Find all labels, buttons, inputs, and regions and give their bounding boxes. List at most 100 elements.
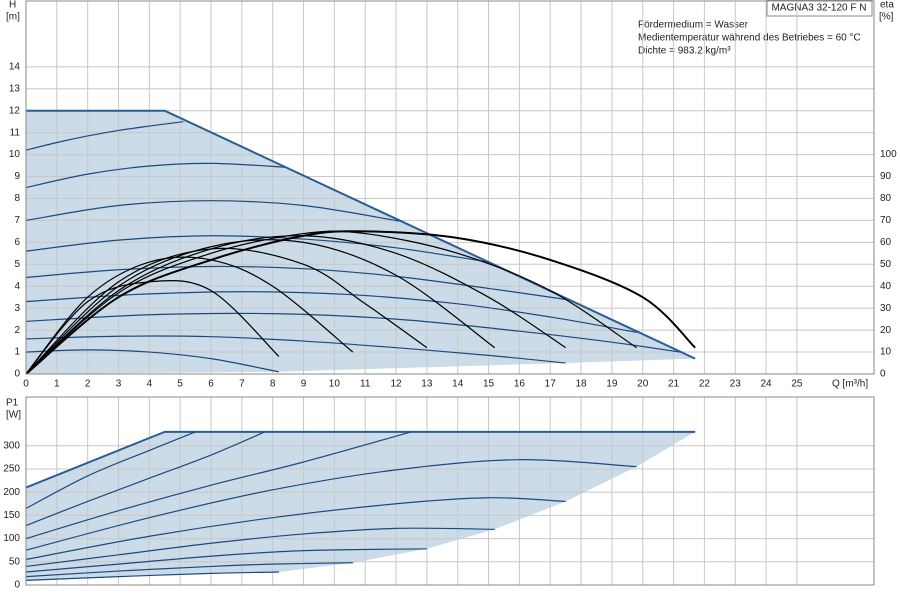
y-tick-label: 100 bbox=[3, 533, 20, 544]
y2-tick-label: 60 bbox=[880, 237, 892, 248]
performance-curve bbox=[25, 291, 637, 333]
y-tick-label: 150 bbox=[3, 510, 20, 521]
y-tick-label: 4 bbox=[14, 281, 20, 292]
y-tick-label: 14 bbox=[9, 61, 21, 72]
performance-curve bbox=[25, 430, 696, 489]
performance-curve bbox=[25, 548, 427, 573]
performance-curve bbox=[25, 200, 400, 222]
y-tick-label: 0 bbox=[14, 580, 20, 591]
x-tick-label: 25 bbox=[791, 379, 803, 390]
x-tick-label: 4 bbox=[147, 379, 153, 390]
y-tick-label: 11 bbox=[10, 127, 21, 138]
efficiency-curve bbox=[25, 247, 428, 375]
x-tick-label: 16 bbox=[514, 379, 526, 390]
x-tick-label: 17 bbox=[545, 379, 557, 390]
y2-tick-label: 100 bbox=[880, 149, 897, 160]
y2-tick-label: 80 bbox=[880, 193, 892, 204]
y-tick-label: 7 bbox=[14, 215, 20, 226]
y2-tick-label: 70 bbox=[880, 215, 892, 226]
efficiency-curve bbox=[25, 235, 566, 375]
y2-tick-label: 30 bbox=[880, 303, 892, 314]
performance-curve bbox=[25, 349, 279, 373]
x-tick-label: 11 bbox=[360, 379, 371, 390]
x-tick-label: 0 bbox=[23, 379, 29, 390]
x-tick-label: 24 bbox=[761, 379, 773, 390]
performance-curve bbox=[25, 527, 495, 568]
efficiency-curve bbox=[25, 230, 696, 375]
performance-curve bbox=[25, 562, 353, 578]
y-tick-label: 250 bbox=[3, 464, 20, 475]
efficiency-curve bbox=[25, 256, 354, 375]
x-tick-label: 21 bbox=[668, 379, 680, 390]
x-tick-label: 13 bbox=[421, 379, 433, 390]
performance-curve bbox=[25, 497, 566, 561]
x-tick-label: 1 bbox=[54, 379, 60, 390]
y-tick-label: 8 bbox=[14, 193, 20, 204]
title-box bbox=[766, 0, 873, 17]
y-tick-label: 200 bbox=[3, 487, 20, 498]
performance-curve bbox=[25, 121, 184, 151]
performance-curve bbox=[25, 431, 266, 527]
y2-axis-label: eta bbox=[880, 0, 894, 11]
y2-tick-label: 40 bbox=[880, 281, 892, 292]
y2-tick-label: 10 bbox=[880, 347, 892, 358]
performance-curve bbox=[25, 335, 566, 364]
y-axis-label: P1 bbox=[6, 398, 19, 409]
y2-axis-unit: [%] bbox=[879, 12, 894, 23]
y-tick-label: 12 bbox=[9, 105, 21, 116]
y2-tick-label: 20 bbox=[880, 325, 892, 336]
y2-tick-label: 0 bbox=[880, 369, 886, 380]
performance-curve bbox=[25, 431, 412, 540]
y2-tick-label: 50 bbox=[880, 259, 892, 270]
y-tick-label: 0 bbox=[14, 369, 20, 380]
y-tick-label: 13 bbox=[9, 83, 21, 94]
x-tick-label: 2 bbox=[85, 379, 91, 390]
x-tick-label: 19 bbox=[606, 379, 618, 390]
x-tick-label: 5 bbox=[177, 379, 183, 390]
x-tick-label: 20 bbox=[637, 379, 649, 390]
performance-curve bbox=[25, 162, 286, 189]
x-tick-label: 15 bbox=[483, 379, 495, 390]
x-tick-label: 7 bbox=[239, 379, 245, 390]
y-tick-label: 50 bbox=[9, 556, 21, 567]
annotation: Fördermedium = Wasser bbox=[638, 20, 749, 31]
performance-curve bbox=[25, 265, 566, 300]
efficiency-curve bbox=[25, 279, 280, 375]
x-tick-label: 18 bbox=[575, 379, 587, 390]
y-tick-label: 2 bbox=[14, 325, 20, 336]
performance-curve bbox=[25, 571, 279, 581]
x-tick-label: 9 bbox=[301, 379, 307, 390]
performance-curve bbox=[25, 431, 196, 509]
efficiency-curve bbox=[25, 239, 496, 375]
x-tick-label: 23 bbox=[730, 379, 742, 390]
y-tick-label: 3 bbox=[14, 303, 20, 314]
y-tick-label: 300 bbox=[3, 440, 20, 451]
efficiency-curve bbox=[25, 230, 637, 375]
y-tick-label: 9 bbox=[14, 171, 20, 182]
x-axis-label: Q [m³/h] bbox=[832, 379, 868, 390]
performance-curve bbox=[25, 459, 637, 551]
top-panel-frame bbox=[25, 0, 875, 375]
x-tick-label: 8 bbox=[270, 379, 276, 390]
x-tick-label: 12 bbox=[390, 379, 402, 390]
y-axis-unit: [m] bbox=[6, 12, 20, 23]
annotation: Dichte = 983.2 kg/m³ bbox=[638, 46, 731, 57]
x-tick-label: 3 bbox=[116, 379, 122, 390]
y-tick-label: 5 bbox=[14, 259, 20, 270]
y-tick-label: 1 bbox=[14, 347, 20, 358]
x-tick-label: 6 bbox=[208, 379, 214, 390]
y-axis-unit: [W] bbox=[6, 410, 21, 421]
performance-curve bbox=[25, 235, 489, 263]
operating-range bbox=[26, 431, 696, 581]
y-tick-label: 6 bbox=[14, 237, 20, 248]
bottom-panel-frame bbox=[25, 396, 875, 586]
y-tick-label: 10 bbox=[9, 149, 21, 160]
performance-curve bbox=[25, 312, 680, 353]
x-tick-label: 22 bbox=[699, 379, 711, 390]
y2-tick-label: 90 bbox=[880, 171, 892, 182]
chart-title: MAGNA3 32-120 F N bbox=[771, 3, 866, 14]
x-tick-label: 10 bbox=[329, 379, 341, 390]
annotation: Medientemperatur während des Betriebes =… bbox=[638, 33, 861, 44]
x-tick-label: 14 bbox=[452, 379, 464, 390]
